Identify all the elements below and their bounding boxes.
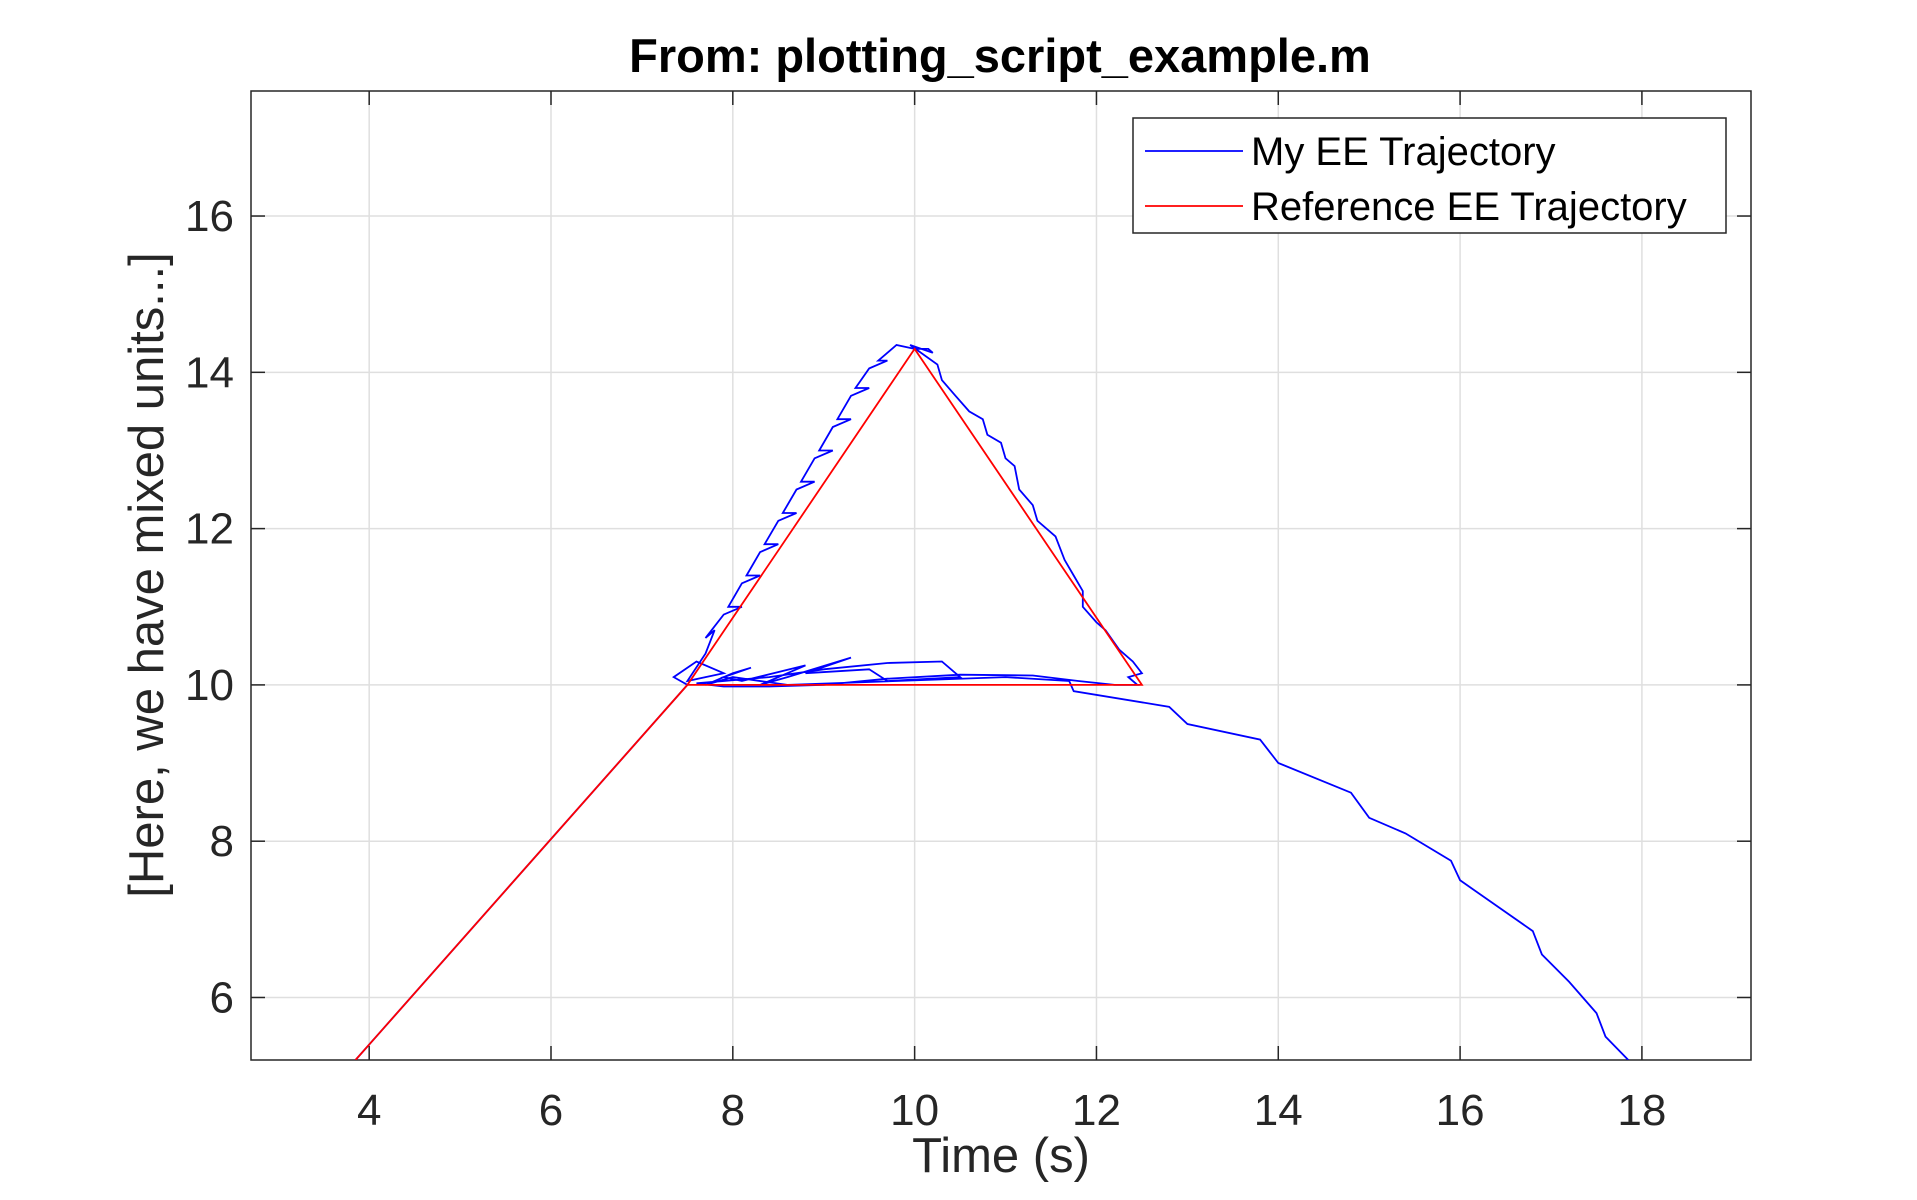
y-tick-label: 8 [210,817,234,866]
series-line-0 [354,344,1629,1060]
plot-area-background [251,91,1751,1060]
axes-box [250,90,1752,1061]
legend[interactable]: My EE Trajectory Reference EE Trajectory [1132,117,1727,234]
axes: 4 6 8 10 12 14 16 18 6 8 10 12 14 16 [185,90,1752,1135]
x-axis-label: Time (s) [912,1129,1090,1183]
legend-box [1132,117,1727,234]
x-tick-label: 10 [890,1086,939,1135]
chart-title: From: plotting_script_example.m [629,29,1371,82]
legend-label-my-ee: My EE Trajectory [1251,130,1556,174]
x-tick-label: 12 [1072,1086,1121,1135]
y-tick-label: 14 [185,348,234,397]
x-tick-label: 4 [357,1086,381,1135]
y-tick-label: 12 [185,505,234,554]
y-tick-label: 16 [185,192,234,241]
x-tick-label: 16 [1436,1086,1485,1135]
x-tick-label: 6 [539,1086,563,1135]
x-tick-label: 14 [1254,1086,1303,1135]
x-tick-label: 18 [1617,1086,1666,1135]
y-axis-label: [Here, we have mixed units...] [120,252,174,897]
y-tick-label: 6 [210,973,234,1022]
x-tick-label: 8 [721,1086,745,1135]
y-tick-label: 10 [185,661,234,710]
plot-series [354,344,1629,1060]
legend-label-reference-ee: Reference EE Trajectory [1251,185,1687,229]
series-line-1 [354,347,1144,1060]
